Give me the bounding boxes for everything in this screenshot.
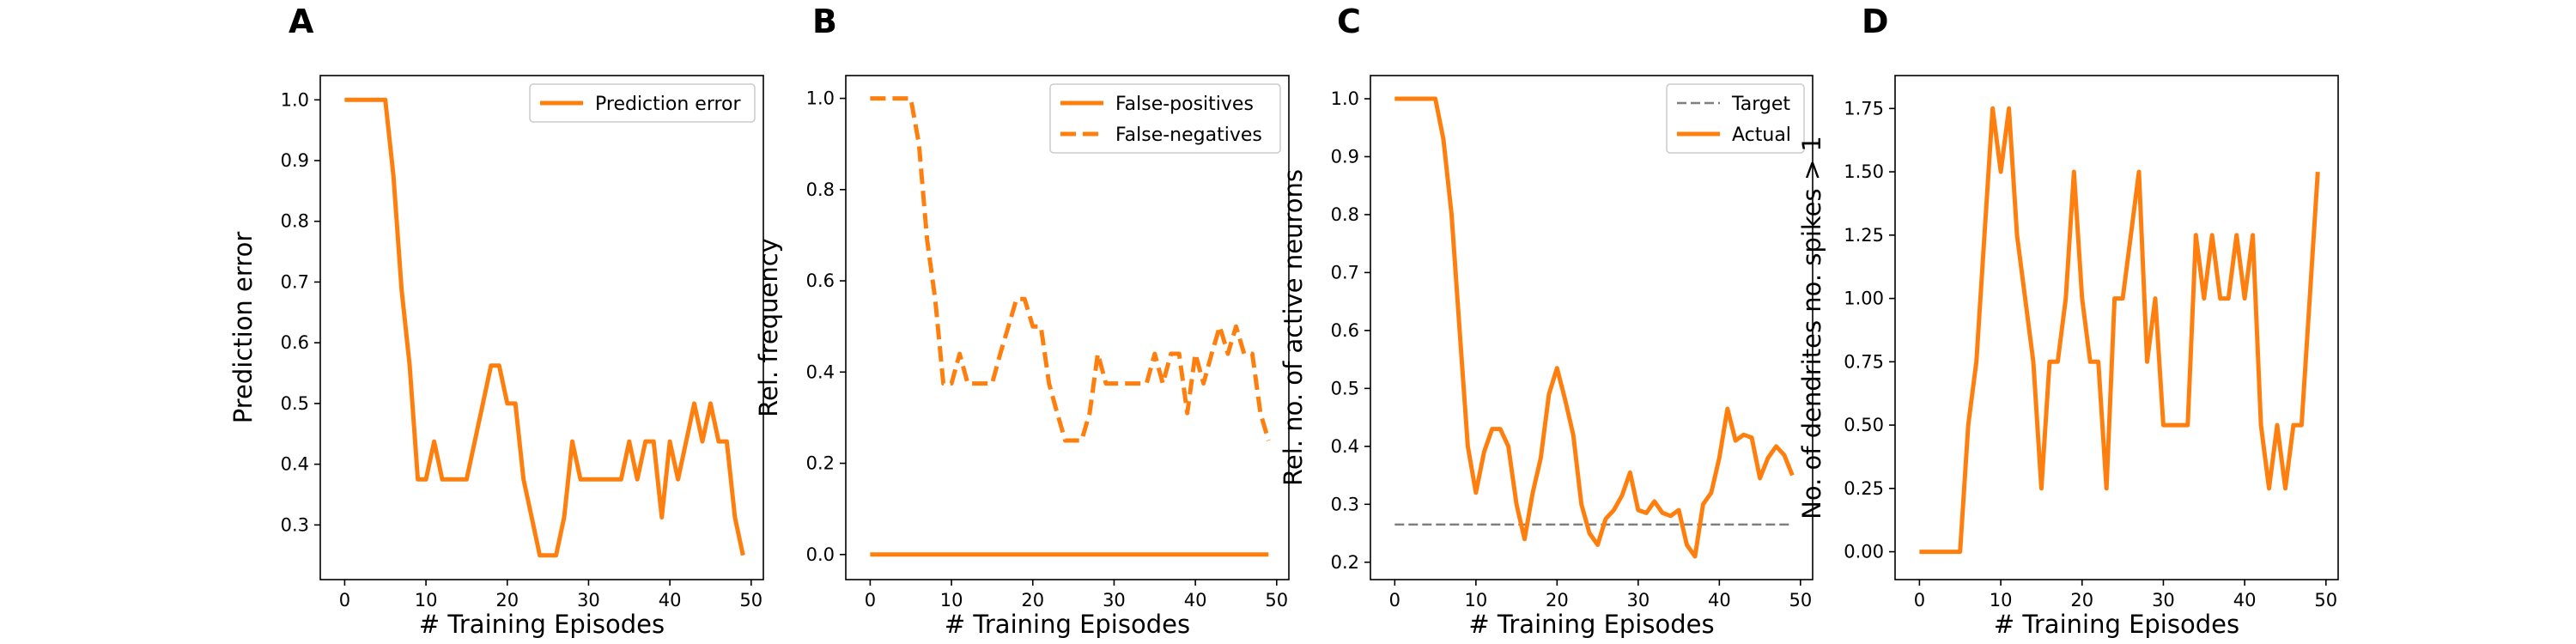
x-axis-label: # Training Episodes <box>1994 610 2239 639</box>
y-tick-label: 1.00 <box>1844 289 1884 309</box>
y-tick-label: 0.9 <box>281 150 309 171</box>
legend-box <box>529 83 756 123</box>
y-tick-label: 0.3 <box>281 514 309 535</box>
x-tick-label: 50 <box>2314 590 2337 611</box>
y-tick-label: 1.0 <box>281 89 309 110</box>
x-tick-label: 0 <box>1914 590 1925 611</box>
series-line-actual <box>1394 96 1795 559</box>
legend-label: False-positives <box>1115 94 1254 115</box>
y-tick-label: 0.4 <box>806 361 835 382</box>
y-tick-label: 0.6 <box>806 270 835 291</box>
y-tick-label: 0.8 <box>806 179 835 200</box>
x-tick-label: 30 <box>1103 590 1126 611</box>
x-tick-label: 40 <box>1708 590 1731 611</box>
panel-b: B 0 10 20 30 40 50 0.0 0.2 0.4 0.6 0.8 1.0 # Training… <box>754 3 1290 639</box>
y-tick-label: 0.7 <box>1331 262 1359 283</box>
y-tick-label: 1.75 <box>1844 98 1884 118</box>
x-tick-label: 20 <box>1546 590 1569 611</box>
y-tick-label: 0.0 <box>806 544 835 565</box>
axes-frame <box>1894 75 2339 580</box>
y-tick-label: 0.9 <box>1331 146 1359 167</box>
x-tick-label: 20 <box>1021 590 1044 611</box>
y-tick-label: 0.6 <box>1331 320 1359 341</box>
y-tick-label: 0.4 <box>1331 436 1359 457</box>
x-tick-label: 0 <box>339 590 350 611</box>
y-tick-label: 0.2 <box>806 453 835 474</box>
x-tick-label: 50 <box>1265 590 1288 611</box>
x-tick-label: 10 <box>1464 590 1487 611</box>
x-tick-label: 0 <box>1389 590 1400 611</box>
series-line-prediction-error <box>344 97 745 558</box>
y-tick-label: 1.0 <box>1331 88 1359 109</box>
panel-letter: C <box>1337 3 1361 40</box>
x-tick-label: 40 <box>659 590 682 611</box>
x-tick-label: 40 <box>2233 590 2257 611</box>
legend-label: False-negatives <box>1115 125 1262 146</box>
y-tick-label: 0.2 <box>1331 552 1359 573</box>
legend: Prediction error <box>529 83 756 123</box>
y-tick-label: 0.25 <box>1844 478 1884 499</box>
x-tick-label: 10 <box>940 590 963 611</box>
axes-frame <box>319 75 764 580</box>
y-axis-label: Rel. no. of active neurons <box>1279 169 1308 486</box>
legend: Target Actual <box>1666 83 1805 154</box>
x-tick-label: 50 <box>1789 590 1812 611</box>
x-tick-label: 10 <box>1990 590 2013 611</box>
y-tick-label: 1.50 <box>1844 161 1884 182</box>
y-tick-label: 0.00 <box>1844 542 1884 562</box>
x-tick-label: 40 <box>1184 590 1207 611</box>
x-axis-label: # Training Episodes <box>1468 610 1714 639</box>
panel-letter: A <box>289 3 314 40</box>
x-axis-label: # Training Episodes <box>419 610 665 639</box>
series-line-series <box>1919 106 2320 555</box>
axes-frame <box>1370 75 1814 580</box>
y-axis-label: No. of dendrites no. spikes > 1 <box>1797 136 1826 519</box>
legend-label: Prediction error <box>595 94 741 115</box>
panel-c: C 0 10 20 30 40 50 0.2 0.3 0.4 0.5 0.6 0.7 0.8 0.9 1.0 #… <box>1279 3 1814 639</box>
y-tick-label: 0.5 <box>1331 378 1359 398</box>
y-tick-label: 0.3 <box>1331 494 1359 514</box>
legend: False-positives False-negatives <box>1049 83 1281 154</box>
legend-box <box>1049 83 1281 154</box>
panel-d: D 0 10 20 30 40 50 0.00 0.25 0.50 0.75 1.00 1.25 1.50… <box>1797 3 2339 639</box>
legend-label: Actual <box>1732 125 1791 146</box>
x-tick-label: 0 <box>865 590 876 611</box>
series-line-false-negatives <box>870 96 1271 443</box>
y-tick-label: 0.6 <box>281 332 309 353</box>
y-tick-label: 1.0 <box>806 88 835 109</box>
x-tick-label: 50 <box>739 590 762 611</box>
x-axis-label: # Training Episodes <box>945 610 1190 639</box>
panel-letter: D <box>1862 3 1889 40</box>
y-axis-label: Rel. frequency <box>754 238 783 417</box>
y-tick-label: 0.4 <box>281 454 309 475</box>
x-tick-label: 30 <box>1626 590 1649 611</box>
y-tick-label: 0.8 <box>281 211 309 232</box>
x-tick-label: 20 <box>2070 590 2093 611</box>
x-tick-label: 20 <box>495 590 519 611</box>
y-tick-label: 0.75 <box>1844 351 1884 372</box>
x-tick-label: 30 <box>577 590 600 611</box>
x-tick-label: 10 <box>415 590 438 611</box>
x-tick-label: 30 <box>2152 590 2175 611</box>
y-tick-label: 0.7 <box>281 271 309 292</box>
panel-a: A 0 10 20 30 40 50 0.3 0.4 0.5 0.6 0.7 0.8 0.9 1.0 # Tr… <box>228 3 764 639</box>
panel-letter: B <box>812 3 837 40</box>
y-tick-label: 0.50 <box>1844 415 1884 435</box>
y-axis-label: Prediction error <box>228 232 258 424</box>
axes-frame <box>845 75 1290 580</box>
y-tick-label: 1.25 <box>1844 225 1884 246</box>
y-tick-label: 0.8 <box>1331 204 1359 225</box>
legend-label: Target <box>1731 94 1790 115</box>
y-tick-label: 0.5 <box>281 393 309 414</box>
